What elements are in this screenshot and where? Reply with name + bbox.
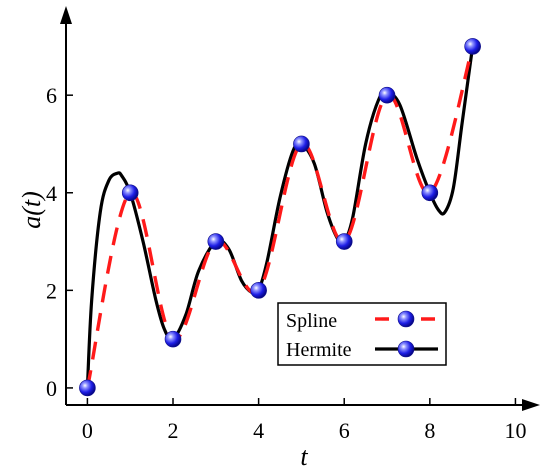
x-axis-title: t (300, 442, 308, 471)
y-axis-arrow-icon (60, 6, 72, 24)
data-point (293, 135, 310, 153)
y-tick-label: 4 (46, 181, 57, 206)
x-tick-label: 4 (253, 418, 264, 443)
data-point (335, 233, 353, 250)
data-point (421, 184, 439, 202)
x-tick-label: 10 (504, 418, 526, 443)
y-tick-label: 6 (46, 83, 57, 108)
x-tick-label: 2 (168, 418, 179, 443)
x-axis-arrow-icon (522, 399, 540, 411)
x-tick-label: 8 (424, 418, 435, 443)
legend-marker-hermite (397, 340, 415, 358)
legend: Spline Hermite (277, 302, 447, 366)
y-ticks: 0 2 4 6 (46, 83, 73, 401)
legend-label-spline: Spline (286, 310, 337, 332)
data-point (121, 184, 139, 202)
y-tick-label: 0 (46, 376, 57, 401)
data-point (250, 282, 267, 299)
legend-label-hermite: Hermite (286, 339, 352, 361)
y-axis (60, 6, 72, 405)
legend-box (277, 302, 447, 366)
data-point (464, 38, 481, 55)
data-point (164, 330, 182, 348)
x-tick-label: 0 (82, 418, 93, 443)
y-axis-title: a(t) (17, 191, 46, 229)
series-line-spline (85, 45, 475, 389)
data-point (207, 233, 225, 250)
y-tick-label: 2 (46, 278, 57, 303)
plot-area (79, 38, 481, 397)
data-point (79, 379, 96, 397)
x-tick-label: 6 (339, 418, 350, 443)
data-point (378, 86, 396, 104)
x-axis (66, 399, 540, 411)
legend-marker-spline (397, 310, 415, 328)
x-ticks: 0 2 4 6 8 10 (82, 398, 526, 443)
